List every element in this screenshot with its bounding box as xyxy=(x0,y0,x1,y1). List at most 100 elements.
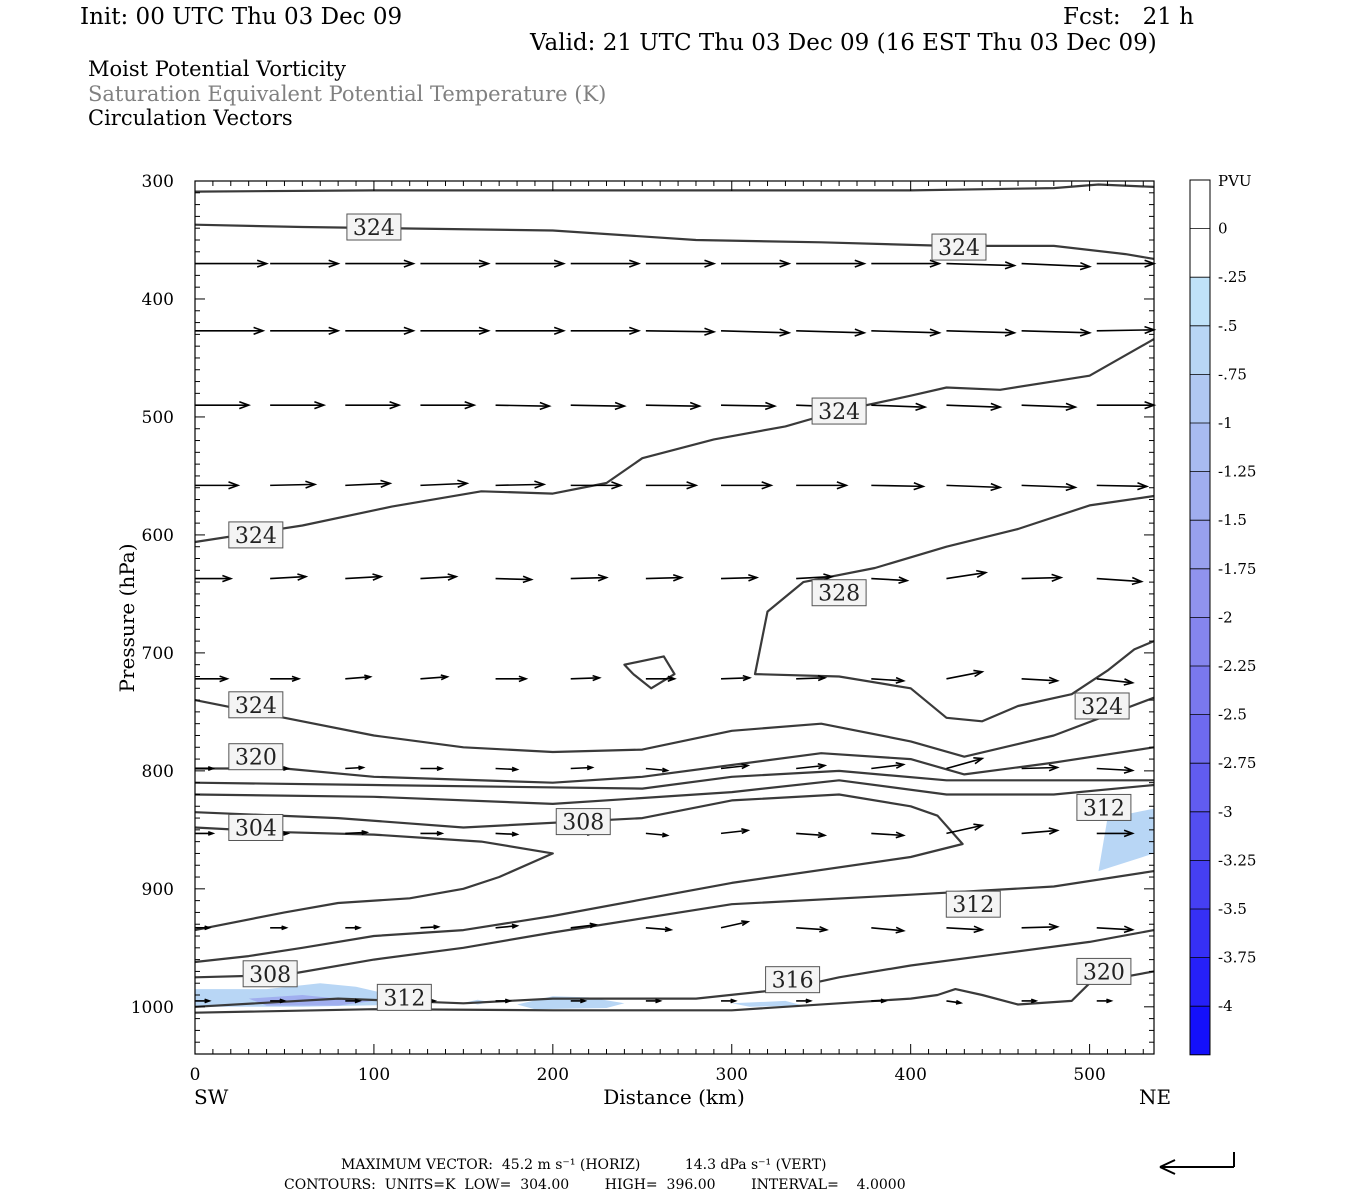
vector-shaft xyxy=(270,575,306,580)
circulation-vector xyxy=(946,402,1003,411)
vector-shaft xyxy=(946,571,986,580)
circulation-vector xyxy=(195,259,269,268)
colorbar-label: -1.5 xyxy=(1218,511,1247,529)
vector-head xyxy=(253,326,266,336)
circulation-vector xyxy=(195,766,216,771)
vector-shaft xyxy=(946,757,983,770)
vector-head xyxy=(1106,998,1114,1004)
vector-shaft xyxy=(570,923,596,929)
vector-shaft xyxy=(871,832,904,837)
vector-head xyxy=(686,481,699,490)
vector-shaft xyxy=(1096,767,1133,772)
vector-head xyxy=(1048,676,1060,685)
circulation-vector xyxy=(195,998,212,1004)
circulation-vector xyxy=(871,328,942,337)
vector-head xyxy=(955,999,964,1005)
vector-shaft xyxy=(796,832,825,837)
vector-shaft xyxy=(1021,925,1058,929)
vector-head xyxy=(207,830,216,836)
contour-label-text: 324 xyxy=(818,400,860,425)
contour-label: 324 xyxy=(228,521,284,549)
vector-shaft xyxy=(1096,577,1142,583)
circulation-vector xyxy=(570,326,642,336)
vector-head xyxy=(204,925,212,931)
circulation-vector xyxy=(270,998,287,1004)
circulation-vector xyxy=(420,259,491,268)
contour-label-text: 312 xyxy=(383,986,425,1011)
colorbar-segment xyxy=(1190,909,1210,958)
vector-head xyxy=(328,326,341,336)
vector-shaft xyxy=(720,829,748,835)
contour-label-text: 308 xyxy=(562,811,604,836)
circulation-vector xyxy=(1021,402,1078,411)
vector-head xyxy=(661,832,670,838)
theta-es-contour xyxy=(194,779,1155,806)
plot-frame xyxy=(194,180,1155,1055)
vector-head xyxy=(667,675,677,683)
vector-shaft xyxy=(796,330,865,334)
circulation-vector xyxy=(495,675,529,683)
circulation-vector xyxy=(796,925,829,933)
init-time: Init: 00 UTC Thu 03 Dec 09 xyxy=(80,4,403,30)
vector-head xyxy=(1079,328,1092,337)
vector-shaft xyxy=(345,575,382,580)
vector-head xyxy=(457,479,470,488)
vector-shaft xyxy=(645,767,668,772)
theta-es-contours xyxy=(194,183,1155,1014)
circulation-vector xyxy=(871,482,926,491)
circulation-vector xyxy=(871,676,906,684)
vector-head xyxy=(990,402,1003,411)
vector-shaft xyxy=(420,925,439,929)
theta-es-contour xyxy=(194,696,1155,758)
circulation-vector xyxy=(270,480,318,489)
vector-shaft xyxy=(796,677,825,680)
theta-es-contour xyxy=(623,655,676,690)
vector-head xyxy=(1048,763,1060,772)
vector-head xyxy=(973,669,985,678)
colorbar-label: -3.75 xyxy=(1218,949,1256,967)
valid-time: Valid: 21 UTC Thu 03 Dec 09 (16 EST Thu … xyxy=(530,30,1157,56)
circulation-vector xyxy=(871,259,942,268)
vector-head xyxy=(817,763,828,770)
reference-vector xyxy=(1159,1152,1235,1175)
contour-label-text: 324 xyxy=(938,236,980,261)
field-title-mpv: Moist Potential Vorticity xyxy=(88,57,346,81)
vector-head xyxy=(597,573,609,582)
vector-head xyxy=(364,674,373,681)
circulation-vector xyxy=(570,998,588,1004)
vector-head xyxy=(915,402,928,411)
vector-head xyxy=(730,998,738,1004)
colorbar-label: -3 xyxy=(1218,803,1233,821)
contour-label-box xyxy=(1074,692,1130,720)
vector-head xyxy=(239,400,252,410)
circulation-vector xyxy=(195,574,234,583)
x-tick-label: 400 xyxy=(894,1065,926,1085)
vector-shaft xyxy=(720,330,790,334)
vector-shaft xyxy=(495,483,544,487)
x-tick-label: 500 xyxy=(1073,1065,1105,1085)
colorbar-label: -.25 xyxy=(1218,268,1247,286)
vector-shaft xyxy=(871,484,924,488)
vector-head xyxy=(819,925,829,933)
axes: Distance (km) Pressure (hPa) SW NE 0 100 2… xyxy=(115,172,1171,1109)
vector-shaft xyxy=(1021,262,1090,268)
vector-head xyxy=(380,479,393,488)
vector-head xyxy=(291,675,302,683)
vector-head xyxy=(1048,827,1060,835)
vector-head xyxy=(440,674,450,681)
circulation-vector xyxy=(645,327,717,336)
circulation-vector xyxy=(270,259,341,268)
circulation-vector xyxy=(721,401,778,411)
vector-shaft xyxy=(1021,330,1090,334)
vector-shaft xyxy=(721,404,775,407)
vector-head xyxy=(1123,766,1135,774)
theta-es-contour xyxy=(194,338,1155,544)
vector-head xyxy=(741,763,751,770)
contour-label: 304 xyxy=(228,813,284,841)
y-tick-label: 900 xyxy=(142,880,174,900)
vector-head xyxy=(389,400,402,410)
circulation-vector xyxy=(721,998,738,1004)
vector-head xyxy=(228,481,241,490)
theta-es-contour xyxy=(194,769,1154,790)
contours-info: CONTOURS: UNITS=K LOW= 304.00 HIGH= 396.… xyxy=(284,1177,906,1193)
